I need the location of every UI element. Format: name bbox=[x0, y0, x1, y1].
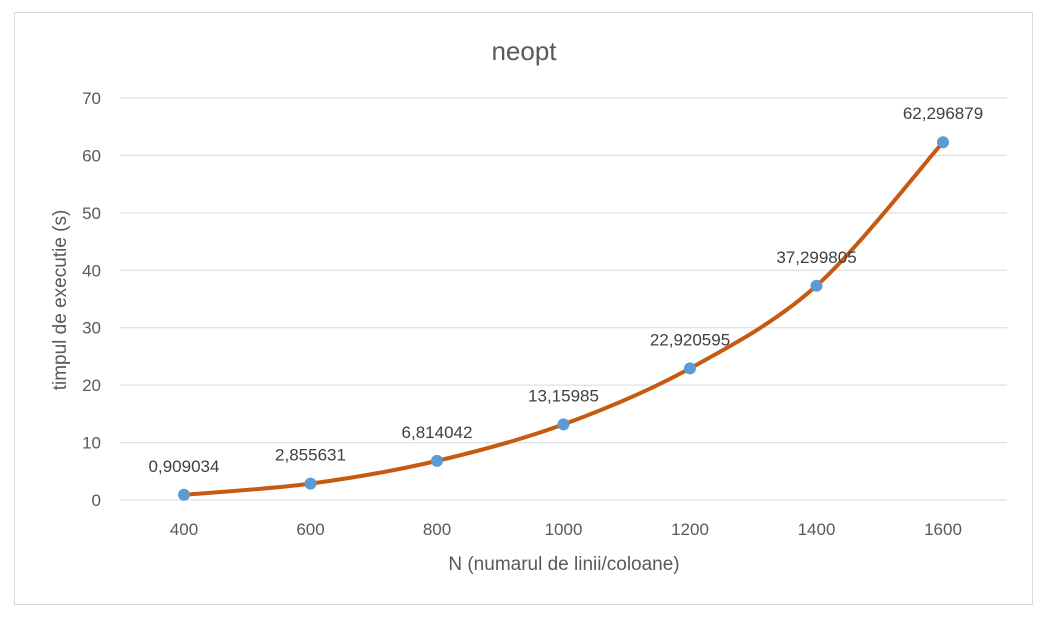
data-label: 0,909034 bbox=[149, 457, 220, 476]
y-tick-label: 40 bbox=[82, 261, 101, 280]
x-tick-label: 600 bbox=[296, 520, 324, 539]
x-tick-label: 1400 bbox=[798, 520, 836, 539]
data-point bbox=[178, 488, 190, 501]
y-tick-label: 0 bbox=[92, 491, 101, 510]
data-point bbox=[304, 477, 317, 490]
x-tick-label: 1600 bbox=[924, 520, 962, 539]
y-tick-label: 30 bbox=[82, 319, 101, 338]
data-label: 13,15985 bbox=[528, 386, 599, 405]
x-axis-ticks: 400 600 800 1000 1200 1400 1600 bbox=[170, 520, 962, 539]
y-tick-label: 10 bbox=[82, 434, 101, 453]
data-label: 62,296879 bbox=[903, 104, 983, 123]
data-point bbox=[431, 454, 443, 467]
data-label: 22,920595 bbox=[650, 330, 730, 349]
y-tick-label: 70 bbox=[82, 89, 101, 108]
data-label: 37,299805 bbox=[776, 248, 856, 267]
y-tick-label: 20 bbox=[82, 376, 101, 395]
gridlines bbox=[120, 97, 1007, 501]
y-axis-label: timpul de executie (s) bbox=[50, 210, 71, 391]
x-tick-label: 1200 bbox=[671, 520, 709, 539]
series-line bbox=[182, 140, 945, 497]
y-axis-ticks: 0 10 20 30 40 50 60 70 bbox=[82, 89, 101, 510]
data-point bbox=[937, 136, 949, 149]
data-point bbox=[684, 362, 696, 375]
chart-frame bbox=[14, 12, 1033, 605]
y-tick-label: 60 bbox=[82, 146, 101, 165]
x-tick-label: 400 bbox=[170, 520, 198, 539]
data-point bbox=[810, 279, 823, 292]
y-tick-label: 50 bbox=[82, 204, 101, 223]
x-tick-label: 1000 bbox=[545, 520, 583, 539]
data-labels: 0,909034 2,855631 6,814042 13,15985 22,92059… bbox=[149, 104, 984, 476]
data-label: 6,814042 bbox=[402, 423, 473, 442]
series-markers bbox=[178, 136, 949, 501]
data-label: 2,855631 bbox=[275, 446, 346, 465]
chart-title: neopt bbox=[491, 36, 557, 66]
x-tick-label: 800 bbox=[423, 520, 451, 539]
x-axis-label: N (numarul de linii/coloane) bbox=[448, 554, 679, 575]
data-point bbox=[557, 418, 570, 431]
